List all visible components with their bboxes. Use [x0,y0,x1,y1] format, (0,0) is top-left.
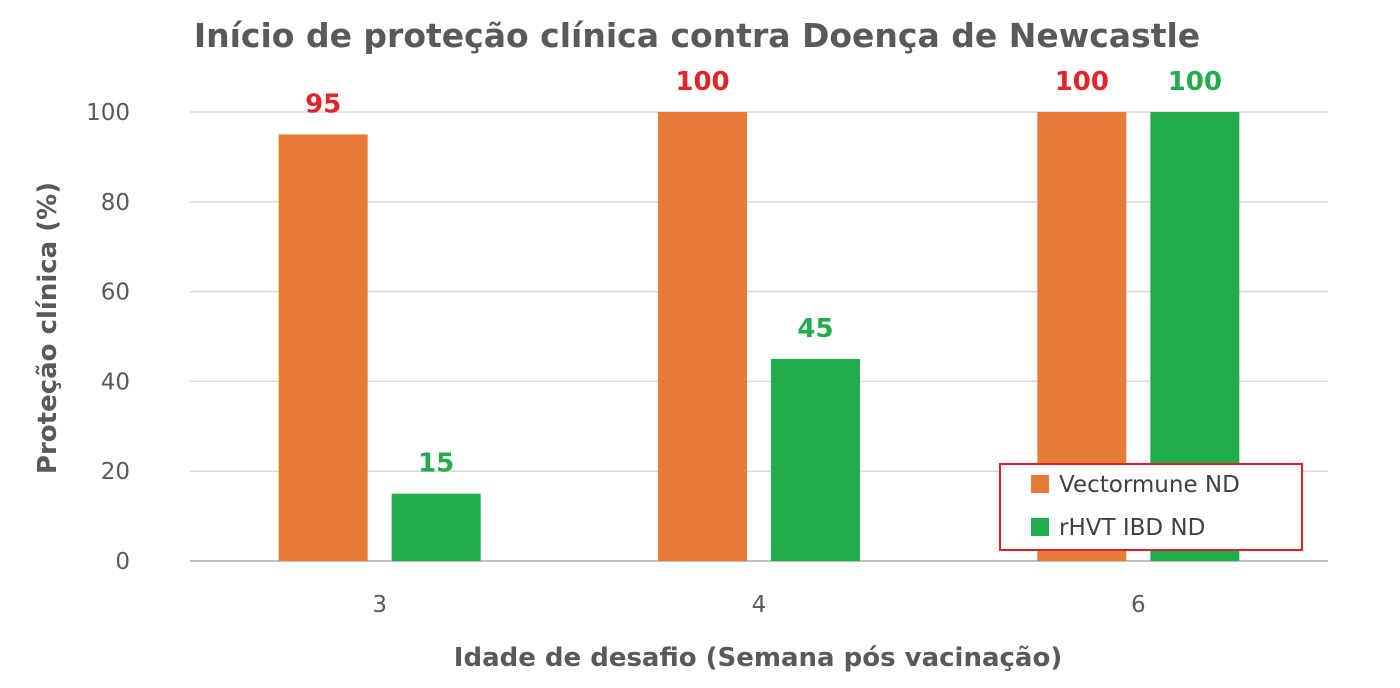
x-tick-label: 6 [1131,592,1146,618]
legend-label: Vectormune ND [1059,472,1240,498]
x-tick-label: 3 [372,592,387,618]
legend-frame [999,463,1303,551]
y-tick-label: 20 [101,459,130,485]
y-tick-label: 80 [101,190,130,216]
data-label: 45 [797,314,833,344]
y-tick-label: 100 [86,100,130,126]
legend-swatch [1031,518,1049,536]
y-tick-label: 60 [101,280,130,306]
y-tick-label: 0 [115,549,130,575]
y-tick-label: 40 [101,369,130,395]
data-label: 100 [1055,67,1109,97]
data-label: 15 [418,449,454,479]
data-labels: 95 15 100 45 100 100 [305,67,1222,479]
x-axis-title: Idade de desafio (Semana pós vacinação) [454,643,1062,673]
y-axis-ticks: 0 20 40 60 80 100 [86,100,130,575]
bar [391,493,481,561]
x-axis-ticks: 3 4 6 [372,592,1145,618]
data-label: 100 [1168,67,1222,97]
bar [278,134,368,561]
bar [658,112,747,561]
y-axis-title: Proteção clínica (%) [33,182,63,474]
legend: Vectormune ND rHVT IBD ND [999,463,1303,551]
data-label: 100 [675,67,729,97]
x-tick-label: 4 [752,592,767,618]
chart-title: Início de proteção clínica contra Doença… [194,16,1200,55]
bar [771,358,860,561]
data-label: 95 [305,89,341,119]
legend-swatch [1031,475,1049,493]
legend-label: rHVT IBD ND [1059,515,1205,541]
